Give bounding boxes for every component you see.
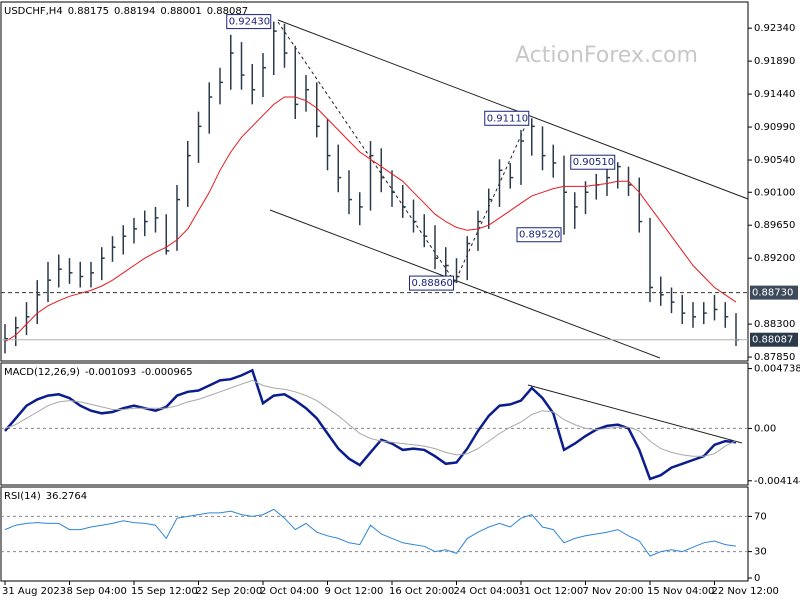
header-value: 0.88001 <box>160 6 201 17</box>
panel-header: USDCHF,H4 0.88175 0.88194 0.88001 0.88087 <box>4 6 248 17</box>
last-price-label: 0.88087 <box>752 335 793 346</box>
channel-lower <box>269 209 661 359</box>
x-tick-label: 15 Sep 12:00 <box>131 586 198 597</box>
watermark: ActionForex.com <box>515 43 698 68</box>
macd-panel <box>0 362 749 486</box>
y-tick-label: 0.92340 <box>754 23 795 34</box>
y-tick-label: 0.90100 <box>754 187 795 198</box>
y-tick-label: 0.004738 <box>754 364 800 375</box>
panel-title: RSI(14) <box>4 491 41 502</box>
macd-trendline <box>527 384 743 444</box>
header-value: -0.000965 <box>141 367 192 378</box>
x-tick-label: 24 Oct 04:00 <box>454 586 519 597</box>
y-tick-label: 70 <box>754 511 767 522</box>
x-tick-label: 2 Oct 04:00 <box>260 586 319 597</box>
header-value: 0.88194 <box>114 6 155 17</box>
channel-upper <box>277 19 749 200</box>
level-label: 0.88730 <box>752 288 793 299</box>
x-tick-label: 16 Oct 20:00 <box>389 586 454 597</box>
panel-title: MACD(12,26,9) <box>4 367 80 378</box>
annotation-label: 0.91110 <box>487 113 528 124</box>
header-value: -0.001093 <box>85 367 136 378</box>
y-tick-label: 0.89650 <box>754 220 795 231</box>
x-tick-label: 15 Nov 04:00 <box>647 586 714 597</box>
x-tick-label: 22 Nov 12:00 <box>712 586 779 597</box>
moving-average <box>4 96 737 343</box>
x-tick-label: 31 Oct 12:00 <box>518 586 583 597</box>
x-tick-label: 31 Aug 2023 <box>2 586 66 597</box>
annotation-label: 0.90510 <box>573 157 614 168</box>
annotation-box <box>484 110 530 126</box>
x-tick-label: 7 Nov 20:00 <box>583 586 644 597</box>
panel-title: USDCHF,H4 <box>4 6 63 17</box>
level-label-box <box>750 285 798 300</box>
annotation-label: 0.92430 <box>229 17 270 28</box>
header-value: 36.2764 <box>46 491 87 502</box>
x-tick-label: 22 Sep 20:00 <box>196 586 263 597</box>
annotation-box <box>409 275 454 291</box>
annotation-box <box>226 14 272 30</box>
panel-header: MACD(12,26,9) -0.001093 -0.000965 <box>4 367 193 378</box>
x-tick-label: 8 Sep 04:00 <box>67 586 127 597</box>
y-tick-label: 0.91890 <box>754 56 795 67</box>
y-tick-label: 0.88300 <box>754 319 795 330</box>
annotation-box <box>516 227 562 243</box>
rsi-panel <box>0 486 749 582</box>
y-tick-label: 0.90540 <box>754 155 795 166</box>
indicator-line <box>4 379 737 457</box>
y-tick-label: 0.00 <box>754 423 776 434</box>
annotation-box <box>570 154 616 170</box>
x-tick-label: 9 Oct 12:00 <box>325 586 384 597</box>
y-tick-label: 0 <box>754 573 760 584</box>
y-tick-label: 30 <box>754 547 767 558</box>
y-tick-label: 0.91440 <box>754 89 795 100</box>
y-tick-label: 0.87850 <box>754 352 795 363</box>
y-tick-label: 0.89200 <box>754 253 795 264</box>
price-panel <box>0 1 749 362</box>
indicator-line <box>4 368 737 481</box>
annotation-label: 0.88860 <box>412 278 453 289</box>
panel-header: RSI(14) 36.2764 <box>4 491 87 502</box>
y-tick-label: -0.004144 <box>754 476 800 487</box>
header-value: 0.88087 <box>207 6 248 17</box>
swing-line <box>277 21 529 284</box>
indicator-line <box>4 508 737 557</box>
last-price-label-box <box>750 332 798 347</box>
y-tick-label: 0.90990 <box>754 122 795 133</box>
annotation-label: 0.89520 <box>519 230 560 241</box>
header-value: 0.88175 <box>68 6 109 17</box>
